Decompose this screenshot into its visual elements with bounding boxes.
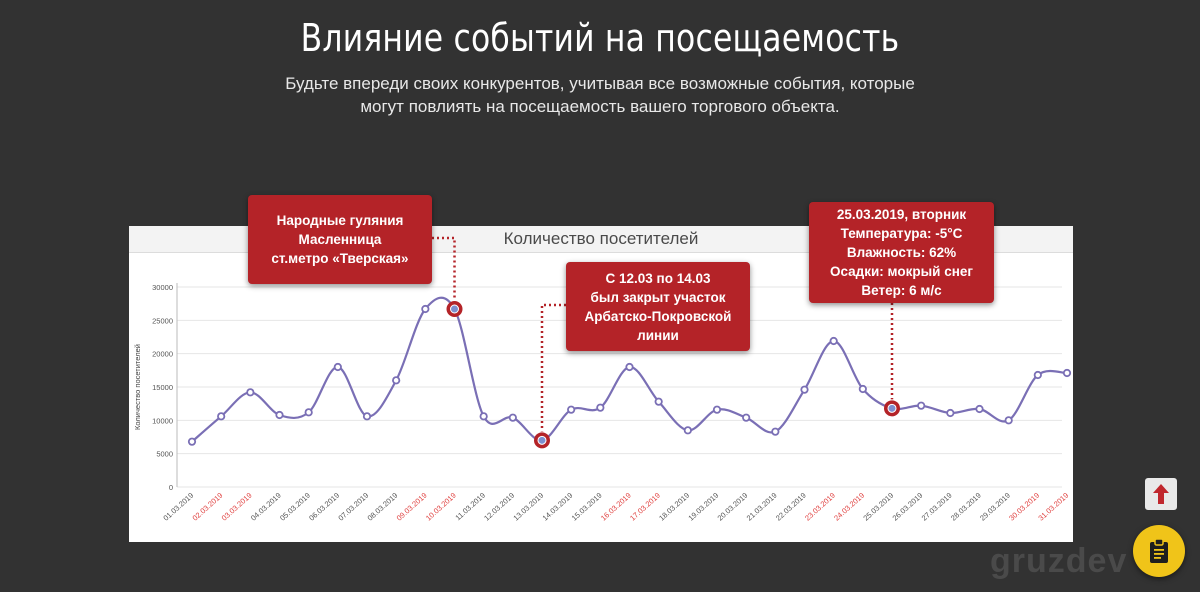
x-tick-label: 12.03.2019: [482, 491, 516, 523]
data-point: [917, 401, 926, 410]
data-point: [479, 412, 488, 421]
callout-line: линии: [637, 327, 679, 343]
data-point: [858, 384, 867, 394]
data-point: [1033, 370, 1042, 380]
y-tick-label: 20000: [152, 350, 173, 359]
x-tick-label: 19.03.2019: [686, 491, 720, 523]
x-tick-label: 07.03.2019: [336, 491, 370, 523]
x-tick-label: 29.03.2019: [978, 491, 1012, 523]
x-tick-label: 30.03.2019: [1007, 491, 1041, 523]
data-point: [946, 408, 955, 418]
callout-weather: 25.03.2019, вторник Температура: -5°С Вл…: [809, 202, 994, 303]
x-tick-label: 31.03.2019: [1036, 491, 1070, 523]
x-tick-label: 03.03.2019: [220, 491, 254, 523]
x-tick-label: 06.03.2019: [307, 491, 341, 523]
data-point: [217, 412, 226, 421]
highlight-point-core: [450, 304, 459, 314]
chart-plot: 0 5000 10000 15000 20000 25000 30000 Количество…: [133, 283, 1072, 523]
data-point: [800, 385, 809, 394]
subtitle-line-1: Будьте впереди своих конкурентов, учитыв…: [285, 74, 915, 93]
data-point: [1062, 368, 1072, 378]
callout-line: С 12.03 по 14.03: [605, 270, 711, 286]
watermark-logo: gruzdev: [990, 542, 1128, 580]
x-tick-label: 08.03.2019: [366, 491, 400, 523]
data-point: [567, 405, 576, 414]
x-tick-label: 14.03.2019: [541, 491, 575, 523]
callout-line: Температура: -5°С: [840, 226, 963, 241]
data-point: [625, 362, 634, 372]
callout-line: Арбатско-Покровской: [584, 308, 732, 324]
data-point: [712, 405, 722, 414]
x-tick-label: 09.03.2019: [395, 491, 429, 523]
data-point: [975, 404, 984, 414]
clipboard-icon: [1150, 538, 1168, 563]
x-tick-label: 26.03.2019: [891, 491, 925, 523]
y-tick-label: 5000: [156, 450, 173, 459]
callout-metro-closure: С 12.03 по 14.03 был закрыт участок Арба…: [566, 262, 750, 351]
callout-line: Народные гуляния: [276, 213, 404, 228]
callout-maslenitsa: Народные гуляния Масленница ст.метро «Тв…: [248, 195, 432, 284]
x-tick-label: 16.03.2019: [599, 491, 633, 523]
x-tick-label: 27.03.2019: [920, 491, 954, 523]
x-tick-label: 11.03.2019: [453, 491, 487, 522]
callout-line: ст.метро «Тверская»: [271, 251, 409, 266]
data-point: [362, 412, 372, 421]
data-point: [421, 304, 430, 314]
data-point: [246, 388, 255, 397]
data-point: [654, 397, 663, 406]
y-tick-label: 30000: [152, 283, 173, 292]
x-tick-label: 23.03.2019: [803, 491, 837, 523]
data-point: [1004, 416, 1013, 425]
y-tick-label: 0: [169, 483, 173, 492]
x-tick-label: 15.03.2019: [570, 491, 604, 523]
highlight-point-core: [887, 403, 897, 413]
data-point: [333, 362, 342, 372]
x-tick-label: 04.03.2019: [249, 491, 283, 523]
data-point: [683, 426, 692, 435]
x-tick-label: 02.03.2019: [191, 491, 225, 523]
callout-line: Масленница: [298, 232, 382, 247]
scroll-to-top-button[interactable]: [1145, 478, 1177, 510]
data-point: [187, 437, 197, 446]
callout-line: Ветер: 6 м/с: [861, 283, 942, 298]
y-tick-label: 15000: [152, 383, 173, 392]
data-point: [275, 410, 284, 420]
y-tick-label: 25000: [152, 316, 173, 325]
x-tick-label: 28.03.2019: [949, 491, 983, 523]
x-tick-label: 05.03.2019: [278, 491, 312, 523]
x-tick-label: 25.03.2019: [861, 491, 895, 523]
subtitle-line-2: могут повлиять на посещаемость вашего то…: [360, 97, 840, 116]
data-point: [304, 408, 313, 417]
x-tick-label: 22.03.2019: [774, 491, 808, 523]
page-title: Влияние событий на посещаемость: [300, 16, 900, 60]
callout-line: Осадки: мокрый снег: [830, 264, 973, 279]
x-tick-label: 13.03.2019: [511, 491, 545, 523]
data-point: [771, 427, 780, 436]
page-subtitle: Будьте впереди своих конкурентов, учитыв…: [250, 72, 950, 118]
x-tick-label: 17.03.2019: [628, 491, 662, 523]
x-tick-label: 20.03.2019: [716, 491, 750, 523]
data-point: [829, 336, 838, 346]
x-tick-label: 24.03.2019: [832, 491, 866, 523]
data-point: [508, 413, 517, 422]
callout-line: был закрыт участок: [590, 289, 726, 305]
x-tick-label: 10.03.2019: [424, 491, 458, 523]
clipboard-button[interactable]: [1133, 525, 1185, 577]
y-axis-label: Количество посетителей: [133, 344, 142, 430]
data-point: [742, 413, 751, 422]
data-point: [392, 376, 401, 385]
x-tick-label: 01.03.2019: [161, 491, 195, 523]
callout-line: Влажность: 62%: [846, 245, 957, 260]
highlight-point-core: [537, 435, 547, 445]
x-tick-label: 18.03.2019: [657, 491, 691, 523]
data-point: [596, 403, 605, 412]
arrow-up-icon: [1153, 484, 1169, 504]
y-tick-label: 10000: [152, 416, 173, 425]
callout-line: 25.03.2019, вторник: [836, 207, 967, 222]
x-tick-label: 21.03.2019: [745, 491, 779, 523]
